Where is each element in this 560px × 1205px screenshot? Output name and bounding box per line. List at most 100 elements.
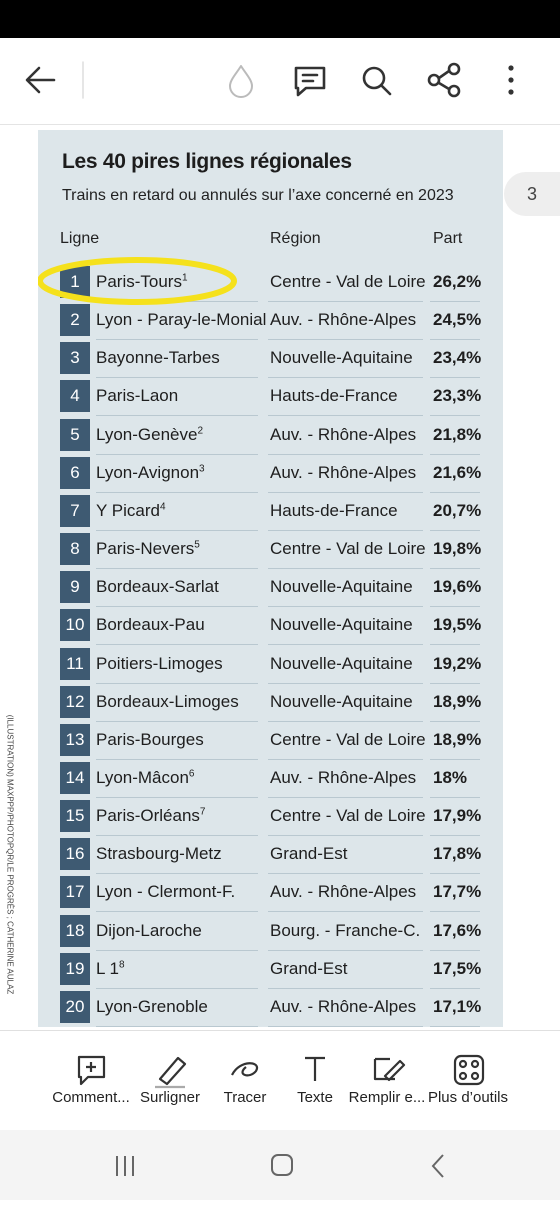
line-text: L 1	[96, 958, 120, 978]
row-divider	[430, 720, 480, 722]
tool-label: Tracer	[223, 1089, 267, 1106]
line-text: Lyon-Genève	[96, 424, 198, 444]
line-text: Lyon-Grenoble	[96, 996, 208, 1016]
rank-box: 7	[60, 494, 90, 527]
rank-box: 13	[60, 723, 90, 756]
rank-box: 19	[60, 952, 90, 985]
row-divider	[96, 453, 258, 455]
region: Grand-Est	[270, 958, 348, 978]
tool-label: Texte	[297, 1089, 333, 1106]
row-divider	[96, 491, 258, 493]
rank-box: 14	[60, 761, 90, 794]
column-header: Région	[270, 230, 321, 247]
line-text: Paris-Nevers	[96, 539, 195, 559]
page-number: 3	[504, 172, 560, 216]
bottom-toolbar: Comment... Surligner Tracer Texte Remplir e.…	[0, 1030, 560, 1129]
share-button[interactable]	[427, 62, 461, 98]
line-name: Paris-Laon	[96, 386, 178, 406]
row-divider	[430, 568, 480, 570]
line-name: Bayonne-Tarbes	[96, 348, 220, 368]
region: Auv. - Rhône-Alpes	[270, 882, 417, 902]
row-divider	[268, 377, 423, 379]
tool-button[interactable]: Surligner	[125, 1089, 215, 1119]
rank-box: 2	[60, 304, 90, 337]
share: 17,1%	[433, 996, 482, 1016]
home-button[interactable]	[271, 1154, 293, 1176]
row-divider	[268, 529, 423, 531]
back-button[interactable]	[25, 66, 56, 94]
back-nav-button[interactable]	[431, 1154, 444, 1178]
tool-button[interactable]: Plus d’outils	[423, 1089, 513, 1119]
region: Auv. - Rhône-Alpes	[270, 767, 417, 787]
line-text: Poitiers-Limoges	[96, 653, 223, 673]
rank-box: 6	[60, 456, 90, 489]
more-button[interactable]	[508, 65, 514, 95]
comment-button[interactable]	[294, 66, 326, 97]
row-divider	[268, 453, 423, 455]
share: 21,8%	[433, 424, 482, 444]
line-name: Paris-Bourges	[96, 730, 204, 750]
share: 18%	[433, 767, 468, 787]
row-divider	[430, 949, 480, 951]
row-divider	[430, 339, 480, 341]
line-name: Paris-Nevers5	[96, 539, 200, 559]
rank-box: 17	[60, 876, 90, 909]
row-divider	[430, 987, 480, 989]
line-text: Paris-Laon	[96, 386, 179, 406]
tool-button[interactable]: Texte	[270, 1089, 360, 1119]
line-name: Lyon-Avignon3	[96, 463, 205, 483]
line-name: Lyon-Genève2	[96, 425, 203, 445]
footnote-mark: 4	[159, 501, 166, 513]
row-divider	[268, 1025, 423, 1027]
search-button[interactable]	[362, 66, 392, 96]
region: Nouvelle-Aquitaine	[270, 577, 413, 597]
share: 17,5%	[433, 958, 482, 978]
tool-button[interactable]: Comment...	[46, 1089, 136, 1119]
line-text: Bordeaux-Sarlat	[96, 577, 219, 597]
footnote-mark: 2	[197, 424, 203, 436]
share: 19,5%	[433, 615, 482, 635]
row-divider	[268, 491, 423, 493]
liquid-mode-button[interactable]	[229, 65, 253, 98]
footnote-mark: 3	[199, 463, 205, 475]
rank-box: 16	[60, 838, 90, 871]
line-name: Lyon - Clermont-F.	[96, 882, 235, 902]
recent-apps-button[interactable]	[116, 1156, 134, 1176]
line-text: Dijon-Laroche	[96, 920, 202, 940]
share: 23,4%	[433, 348, 482, 368]
share: 17,8%	[433, 844, 482, 864]
region: Auv. - Rhône-Alpes	[270, 996, 417, 1016]
row-divider	[96, 720, 258, 722]
row-divider	[96, 873, 258, 875]
toolbar-icons	[25, 61, 514, 99]
row-divider	[96, 796, 258, 798]
row-divider	[268, 911, 423, 913]
region: Auv. - Rhône-Alpes	[270, 462, 417, 482]
line-text: Paris-Bourges	[96, 729, 204, 749]
line-text: Lyon - Clermont-F.	[96, 882, 236, 902]
share: 26,2%	[433, 272, 482, 291]
row-divider	[96, 911, 258, 913]
row-divider	[268, 415, 423, 417]
region: Bourg. - Franche-C.	[270, 920, 421, 940]
line-name: Lyon-Grenoble	[96, 997, 208, 1017]
region: Auv. - Rhône-Alpes	[270, 310, 417, 330]
share: 18,9%	[433, 691, 482, 711]
line-text: Lyon-Mâcon	[96, 767, 189, 787]
row-divider	[96, 568, 258, 570]
row-divider	[430, 301, 480, 302]
nav-buttons	[116, 1154, 444, 1178]
row-divider	[268, 796, 423, 798]
row-divider	[268, 568, 423, 570]
tool-button[interactable]: Tracer	[200, 1089, 290, 1119]
row-divider	[430, 491, 480, 493]
rank-box: 11	[60, 647, 90, 680]
share: 24,5%	[433, 310, 482, 330]
row-divider	[96, 529, 258, 531]
tool-button[interactable]: Remplir e...	[342, 1089, 432, 1119]
row-divider	[268, 339, 423, 341]
row-divider	[268, 987, 423, 989]
highlight-ellipse	[38, 257, 237, 305]
line-name: Bordeaux-Limoges	[96, 692, 239, 712]
share: 19,2%	[433, 653, 482, 673]
